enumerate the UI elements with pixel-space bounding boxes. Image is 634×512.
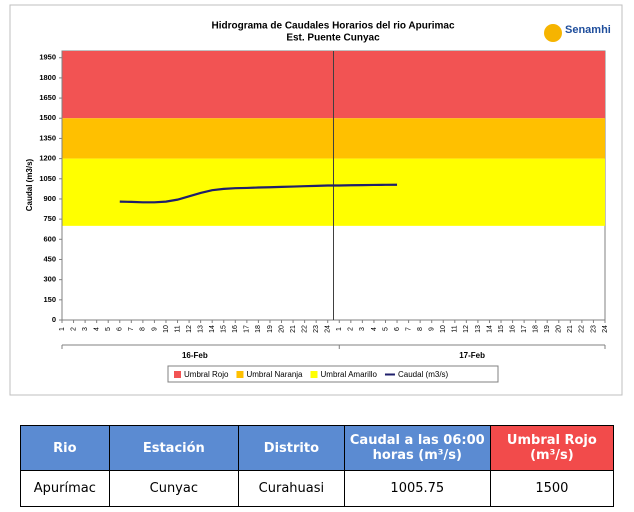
x-tick-label: 21 [290, 325, 297, 333]
y-tick-label: 150 [43, 295, 56, 304]
flow-line [119, 183, 398, 204]
table-header: Estación [108, 425, 239, 471]
table-cell: Curahuasi [237, 470, 345, 507]
x-tick-label: 7 [128, 327, 135, 331]
legend: Umbral Rojo Umbral Naranja Umbral Amarillo… [167, 365, 499, 383]
summary-table: Rio Estación Distrito Caudal a las 06:00 ho… [20, 425, 615, 507]
chart-title: Hidrograma de Caudales Horarios del rio … [211, 21, 454, 32]
x-tick-label: 19 [267, 325, 274, 333]
legend-swatch [174, 371, 181, 378]
y-tick-label: 1650 [39, 93, 56, 102]
x-tick-label: 7 [405, 327, 412, 331]
table-cell: 1500 [489, 470, 615, 507]
x-tick-label: 6 [117, 327, 124, 331]
table-cell: 1005.75 [343, 470, 491, 507]
y-tick-label: 750 [43, 214, 56, 223]
table-header: Distrito [237, 425, 345, 471]
x-tick-label: 14 [486, 325, 493, 333]
x-tick-label: 23 [590, 325, 597, 333]
x-tick-label: 24 [325, 325, 332, 333]
y-tick-label: 300 [43, 275, 56, 284]
date-label: 16-Feb [182, 351, 208, 360]
y-tick-label: 1200 [39, 154, 56, 163]
x-tick-label: 22 [301, 325, 308, 333]
y-tick-label: 1050 [39, 174, 56, 183]
y-tick-label: 1950 [39, 53, 56, 62]
x-tick-label: 15 [221, 325, 228, 333]
x-tick-label: 2 [348, 327, 355, 331]
x-tick-label: 22 [579, 325, 586, 333]
legend-label: Umbral Rojo [184, 370, 229, 379]
date-label: 17-Feb [459, 351, 485, 360]
x-tick-label: 3 [82, 327, 89, 331]
chart: Hidrograma de Caudales Horarios del rio … [9, 4, 623, 396]
x-tick-label: 8 [140, 327, 147, 331]
x-tick-label: 20 [278, 325, 285, 333]
x-tick-label: 9 [151, 327, 158, 331]
x-tick-label: 1 [59, 327, 66, 331]
x-tick-label: 14 [209, 325, 216, 333]
table-cell: Apurímac [20, 470, 110, 507]
y-axis-label: Caudal (m3/s) [25, 158, 34, 211]
table-header: Caudal a las 06:00 horas (m³/s) [343, 425, 491, 471]
logo: Senamhi [565, 24, 611, 36]
x-tick-label: 9 [429, 327, 436, 331]
x-tick-label: 12 [463, 325, 470, 333]
x-tick-label: 12 [186, 325, 193, 333]
x-tick-label: 5 [382, 327, 389, 331]
y-tick-label: 900 [43, 194, 56, 203]
legend-box [167, 365, 499, 383]
x-tick-label: 4 [94, 327, 101, 331]
y-tick-label: 1350 [39, 133, 56, 142]
legend-swatch [236, 371, 244, 378]
legend-label: Umbral Amarillo [321, 370, 378, 379]
x-tick-label: 20 [556, 325, 563, 333]
legend-label: Umbral Naranja [246, 370, 303, 379]
x-tick-label: 16 [232, 325, 239, 333]
y-tick-label: 600 [43, 234, 56, 243]
x-tick-label: 11 [174, 325, 181, 332]
legend-swatch [310, 371, 318, 378]
x-tick-label: 24 [602, 325, 609, 333]
x-tick-label: 13 [475, 325, 482, 333]
x-tick-label: 17 [244, 325, 251, 333]
x-tick-label: 10 [440, 325, 447, 333]
y-tick-label: 450 [43, 254, 56, 263]
y-tick-label: 0 [52, 315, 56, 324]
x-tick-label: 15 [498, 325, 505, 333]
x-tick-label: 5 [105, 327, 112, 331]
x-tick-label: 1 [336, 327, 343, 331]
logo-sun [544, 24, 562, 42]
x-tick-label: 18 [255, 325, 262, 333]
table-header: Rio [20, 425, 110, 471]
chart-subtitle: Est. Puente Cunyac [286, 33, 380, 44]
y-tick-label: 1800 [39, 73, 56, 82]
x-tick-label: 8 [417, 327, 424, 331]
x-tick-label: 21 [567, 325, 574, 333]
x-tick-label: 16 [509, 325, 516, 333]
x-tick-label: 4 [371, 327, 378, 331]
table-cell: Cunyac [108, 470, 239, 507]
x-tick-label: 11 [452, 325, 459, 332]
x-tick-label: 23 [313, 325, 320, 333]
table-header: Umbral Rojo (m³/s) [489, 425, 615, 471]
x-tick-label: 19 [544, 325, 551, 333]
x-tick-label: 10 [163, 325, 170, 333]
y-tick-label: 1500 [39, 113, 56, 122]
x-tick-label: 17 [521, 325, 528, 333]
x-tick-label: 2 [70, 327, 77, 331]
x-tick-label: 6 [394, 327, 401, 331]
x-tick-label: 13 [197, 325, 204, 333]
legend-label: Caudal (m3/s) [398, 370, 449, 379]
x-tick-label: 3 [359, 327, 366, 331]
x-tick-label: 18 [533, 325, 540, 333]
